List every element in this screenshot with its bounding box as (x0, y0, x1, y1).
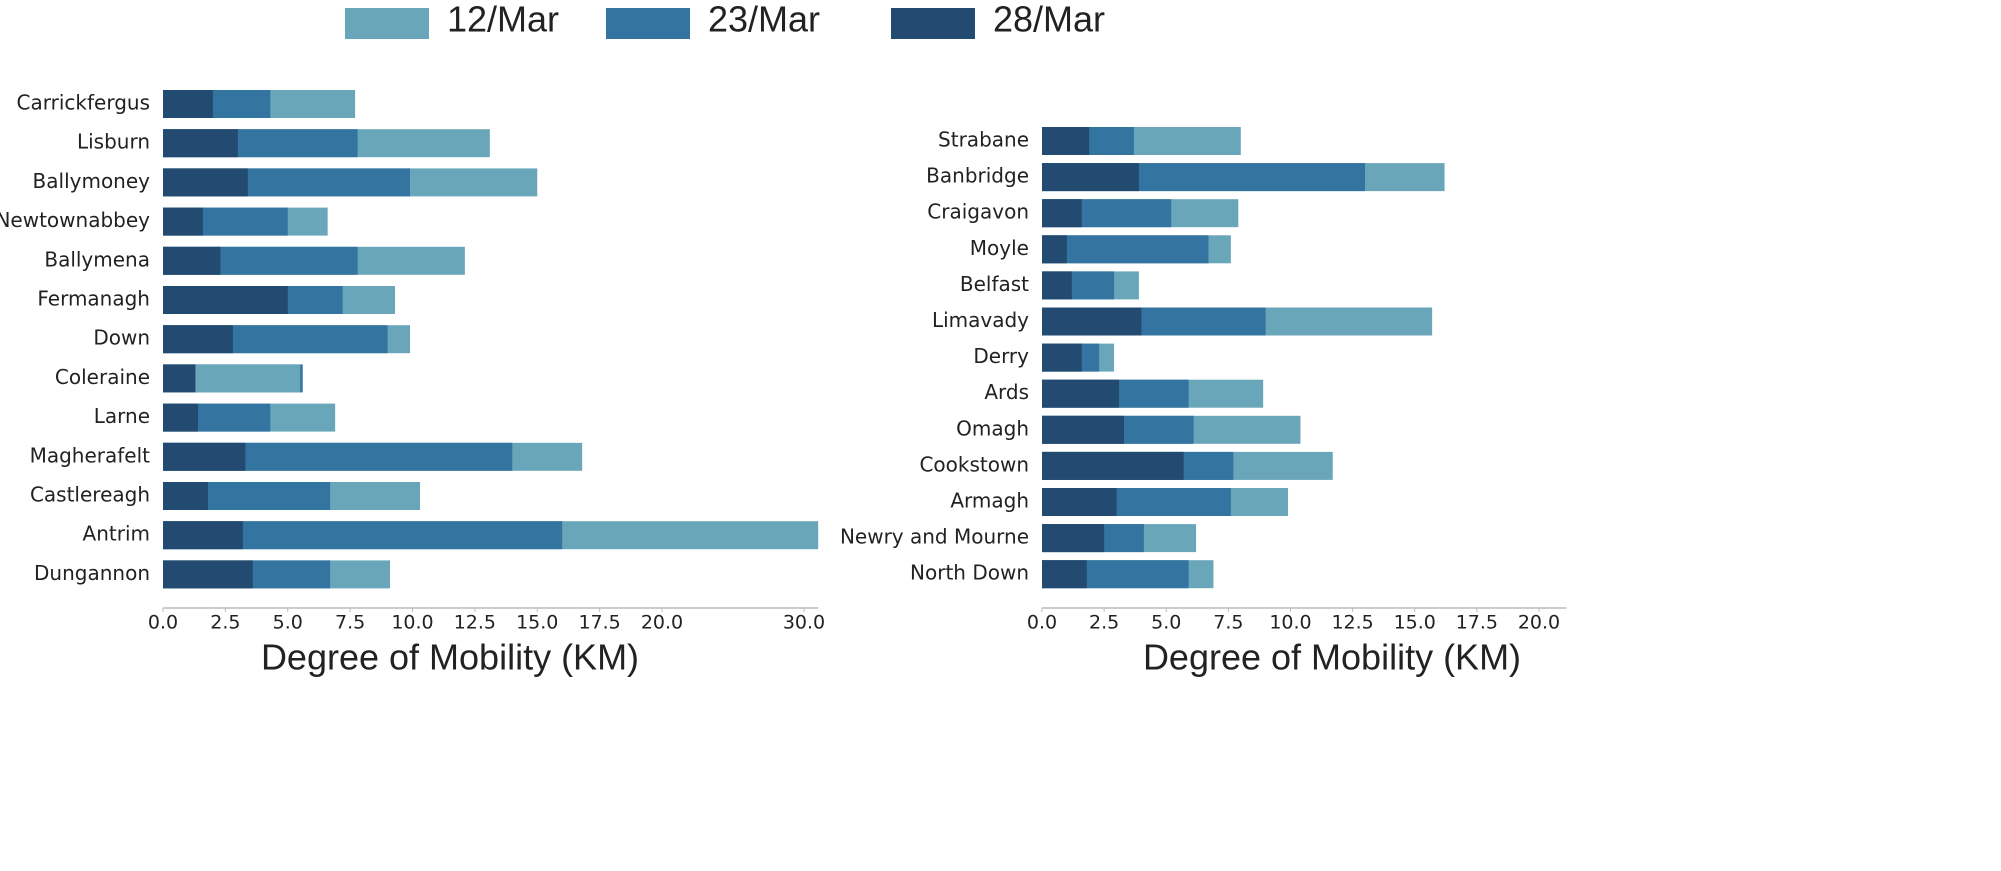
x-tick-label: 7.5 (1213, 612, 1243, 634)
legend-swatch (891, 8, 975, 39)
x-tick-label: 20.0 (641, 612, 683, 634)
bar (163, 521, 243, 550)
bar (163, 482, 208, 510)
y-tick-label: Dungannon (34, 561, 150, 585)
x-axis-title: Degree of Mobility (KM) (261, 637, 639, 678)
y-tick-label: Magherafelt (30, 443, 151, 467)
x-tick-label: 5.0 (273, 612, 303, 634)
x-tick-label: 17.5 (578, 612, 620, 634)
bar (163, 560, 253, 589)
bar (1042, 415, 1125, 444)
legend-swatch (606, 8, 690, 39)
legend-swatch (345, 8, 429, 39)
legend-label: 23/Mar (708, 0, 820, 40)
x-tick-label: 7.5 (335, 612, 365, 634)
y-tick-label: Newry and Mourne (840, 525, 1029, 549)
y-tick-label: Ards (984, 380, 1029, 404)
y-tick-label: Coleraine (55, 365, 150, 389)
x-tick-label: 15.0 (1394, 612, 1436, 634)
x-tick-label: 30.0 (783, 612, 825, 634)
bar (163, 403, 198, 432)
x-tick-label: 12.5 (1331, 612, 1373, 634)
bar (163, 246, 221, 275)
bar (1042, 271, 1072, 300)
y-tick-label: Ballymena (44, 247, 150, 271)
y-tick-label: Banbridge (926, 164, 1029, 188)
bar (1042, 560, 1087, 589)
legend-label: 28/Mar (993, 0, 1105, 40)
y-tick-label: Moyle (970, 236, 1029, 260)
x-tick-label: 17.5 (1456, 612, 1498, 634)
y-tick-label: Strabane (938, 128, 1029, 152)
bar (163, 364, 196, 393)
x-tick-label: 10.0 (1269, 612, 1311, 634)
bar (1042, 235, 1209, 264)
y-tick-label: Limavady (932, 308, 1029, 332)
y-tick-label: Lisburn (77, 130, 150, 154)
y-tick-label: Carrickfergus (17, 91, 150, 115)
bar (163, 325, 233, 354)
bar (1042, 488, 1117, 516)
bar (1042, 235, 1067, 264)
bar (163, 286, 288, 314)
y-tick-label: Craigavon (927, 200, 1029, 224)
legend-label: 12/Mar (447, 0, 559, 40)
bar (163, 442, 246, 471)
y-tick-label: Omagh (956, 416, 1029, 440)
y-tick-label: Newtownabbey (0, 208, 150, 232)
x-tick-label: 20.0 (1518, 612, 1560, 634)
bar (163, 90, 213, 118)
x-tick-label: 10.0 (391, 612, 433, 634)
y-tick-label: Ballymoney (33, 169, 151, 193)
x-tick-label: 2.5 (1089, 612, 1119, 634)
x-tick-label: 0.0 (148, 612, 178, 634)
y-tick-label: Derry (973, 344, 1029, 368)
x-tick-label: 2.5 (210, 612, 240, 634)
bar (163, 207, 203, 236)
bar (1042, 307, 1142, 336)
y-tick-label: Castlereagh (30, 483, 150, 507)
bar (1042, 343, 1082, 372)
bar (1042, 524, 1105, 553)
y-tick-label: Armagh (950, 489, 1029, 513)
bar (1042, 163, 1139, 192)
y-tick-label: Larne (94, 404, 150, 428)
x-axis-title: Degree of Mobility (KM) (1143, 637, 1521, 678)
bar (163, 168, 248, 197)
x-tick-label: 5.0 (1151, 612, 1181, 634)
bar (163, 129, 238, 158)
bar (1042, 379, 1120, 408)
y-tick-label: Cookstown (919, 452, 1029, 476)
y-tick-label: North Down (910, 561, 1029, 585)
y-tick-label: Fermanagh (37, 287, 150, 311)
bar (1042, 199, 1082, 228)
y-tick-label: Antrim (83, 522, 150, 546)
x-tick-label: 15.0 (516, 612, 558, 634)
y-tick-label: Belfast (960, 272, 1029, 296)
bar (1042, 451, 1184, 480)
x-tick-label: 12.5 (454, 612, 496, 634)
bar (1042, 127, 1090, 155)
y-tick-label: Down (93, 326, 150, 350)
x-tick-label: 0.0 (1027, 612, 1057, 634)
